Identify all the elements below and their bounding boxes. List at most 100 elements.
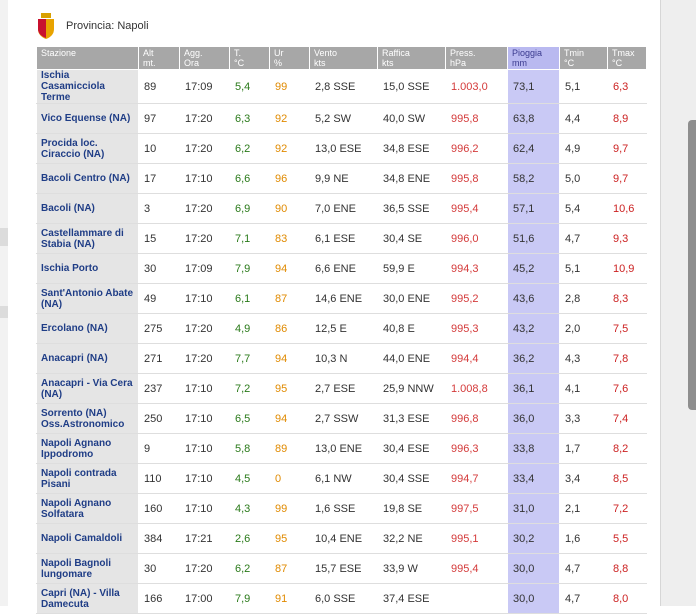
cell-vento: 6,1 NW [309,463,378,494]
cell-stazione[interactable]: Napoli Agnano Ippodromo [36,433,139,464]
cell-stazione[interactable]: Vico Equense (NA) [36,103,139,134]
cell-tmax: 5,5 [607,523,647,554]
cell-stazione[interactable]: Sorrento (NA) Oss.Astronomico [36,403,139,434]
scrollbar-handle[interactable] [688,120,696,410]
cell-t: 5,8 [229,433,270,464]
column-header-agg[interactable]: Agg. Ora [179,46,230,70]
cell-stazione[interactable]: Anacapri - Via Cera (NA) [36,373,139,404]
table-row: Procida loc. Ciraccio (NA) 10 17:20 6,2 92 13… [36,133,647,164]
cell-alt: 384 [138,523,180,554]
cell-raffica: 25,9 NNW [377,373,446,404]
table-row: Napoli Camaldoli 384 17:21 2,6 95 10,4 ENE 32,… [36,523,647,554]
cell-pioggia: 43,6 [507,283,560,314]
left-page-edge [0,0,8,606]
cell-raffica: 40,8 E [377,313,446,344]
cell-press: 995,1 [445,523,508,554]
napoli-crest-icon [38,13,54,39]
cell-raffica: 34,8 ESE [377,133,446,164]
cell-stazione[interactable]: Sant'Antonio Abate (NA) [36,283,139,314]
column-header-tmax[interactable]: Tmax °C [607,46,647,70]
column-header-raffica[interactable]: Raffica kts [377,46,446,70]
cell-agg: 17:10 [179,433,230,464]
cell-tmax: 8,9 [607,103,647,134]
cell-tmax: 8,5 [607,463,647,494]
table-row: Ercolano (NA) 275 17:20 4,9 86 12,5 E 40,8 E 99… [36,313,647,344]
cell-ur: 95 [269,523,310,554]
cell-stazione[interactable]: Capri (NA) - Villa Damecuta [36,583,139,614]
cell-stazione[interactable]: Procida loc. Ciraccio (NA) [36,133,139,164]
cell-tmax: 7,6 [607,373,647,404]
cell-ur: 91 [269,583,310,614]
cell-pioggia: 62,4 [507,133,560,164]
table-row: Napoli Bagnoli lungomare 30 17:20 6,2 87 15,7… [36,553,647,584]
cell-pioggia: 57,1 [507,193,560,224]
column-header-pioggia[interactable]: Pioggia mm [507,46,560,70]
cell-vento: 6,6 ENE [309,253,378,284]
cell-agg: 17:20 [179,343,230,374]
cell-press: 997,5 [445,493,508,524]
cell-raffica: 30,0 ENE [377,283,446,314]
column-header-stazione[interactable]: Stazione [36,46,139,70]
cell-stazione[interactable]: Napoli contrada Pisani [36,463,139,494]
cell-agg: 17:20 [179,553,230,584]
table-row: Napoli Agnano Ippodromo 9 17:10 5,8 89 13,0 E… [36,433,647,464]
cell-pioggia: 33,4 [507,463,560,494]
cell-stazione[interactable]: Castellammare di Stabia (NA) [36,223,139,254]
column-header-t[interactable]: T. °C [229,46,270,70]
cell-press: 996,0 [445,223,508,254]
weather-table: Stazione Alt mt. Agg. Ora T. °C Ur% Vento kts Raff… [36,46,647,614]
cell-alt: 30 [138,253,180,284]
cell-tmin: 4,3 [559,343,608,374]
cell-pioggia: 58,2 [507,163,560,194]
cell-press [445,583,508,614]
cell-tmax: 8,8 [607,553,647,584]
cell-tmax: 9,7 [607,163,647,194]
cell-vento: 13,0 ENE [309,433,378,464]
table-row: Anacapri (NA) 271 17:20 7,7 94 10,3 N 44,0 ENE… [36,343,647,374]
cell-ur: 90 [269,193,310,224]
cell-t: 7,7 [229,343,270,374]
cell-t: 4,5 [229,463,270,494]
column-header-tmin[interactable]: Tmin °C [559,46,608,70]
column-header-press[interactable]: Press. hPa [445,46,508,70]
cell-press: 1.008,8 [445,373,508,404]
cell-alt: 3 [138,193,180,224]
cell-stazione[interactable]: Napoli Agnano Solfatara [36,493,139,524]
cell-stazione[interactable]: Bacoli Centro (NA) [36,163,139,194]
cell-stazione[interactable]: Ercolano (NA) [36,313,139,344]
cell-stazione[interactable]: Napoli Camaldoli [36,523,139,554]
cell-pioggia: 33,8 [507,433,560,464]
table-row: Anacapri - Via Cera (NA) 237 17:10 7,2 95 2,7… [36,373,647,404]
column-header-ur[interactable]: Ur% [269,46,310,70]
cell-stazione[interactable]: Bacoli (NA) [36,193,139,224]
cell-ur: 99 [269,69,310,104]
table-row: Bacoli (NA) 3 17:20 6,9 90 7,0 ENE 36,5 SSE 995… [36,193,647,224]
cell-agg: 17:21 [179,523,230,554]
table-row: Vico Equense (NA) 97 17:20 6,3 92 5,2 SW 40,0 … [36,103,647,134]
cell-vento: 15,7 ESE [309,553,378,584]
cell-agg: 17:20 [179,223,230,254]
cell-tmax: 9,7 [607,133,647,164]
cell-press: 995,4 [445,193,508,224]
cell-raffica: 37,4 ESE [377,583,446,614]
cell-pioggia: 36,0 [507,403,560,434]
cell-vento: 13,0 ESE [309,133,378,164]
cell-agg: 17:20 [179,133,230,164]
cell-stazione[interactable]: Napoli Bagnoli lungomare [36,553,139,584]
cell-press: 994,4 [445,343,508,374]
cell-ur: 87 [269,283,310,314]
cell-t: 5,4 [229,69,270,104]
cell-ur: 96 [269,163,310,194]
column-header-vento[interactable]: Vento kts [309,46,378,70]
cell-ur: 99 [269,493,310,524]
cell-stazione[interactable]: Ischia Porto [36,253,139,284]
cell-stazione[interactable]: Ischia Casamicciola Terme [36,69,139,104]
cell-raffica: 36,5 SSE [377,193,446,224]
cell-t: 2,6 [229,523,270,554]
cell-ur: 86 [269,313,310,344]
cell-stazione[interactable]: Anacapri (NA) [36,343,139,374]
cell-alt: 17 [138,163,180,194]
cell-alt: 271 [138,343,180,374]
column-header-alt[interactable]: Alt mt. [138,46,180,70]
cell-tmax: 7,4 [607,403,647,434]
